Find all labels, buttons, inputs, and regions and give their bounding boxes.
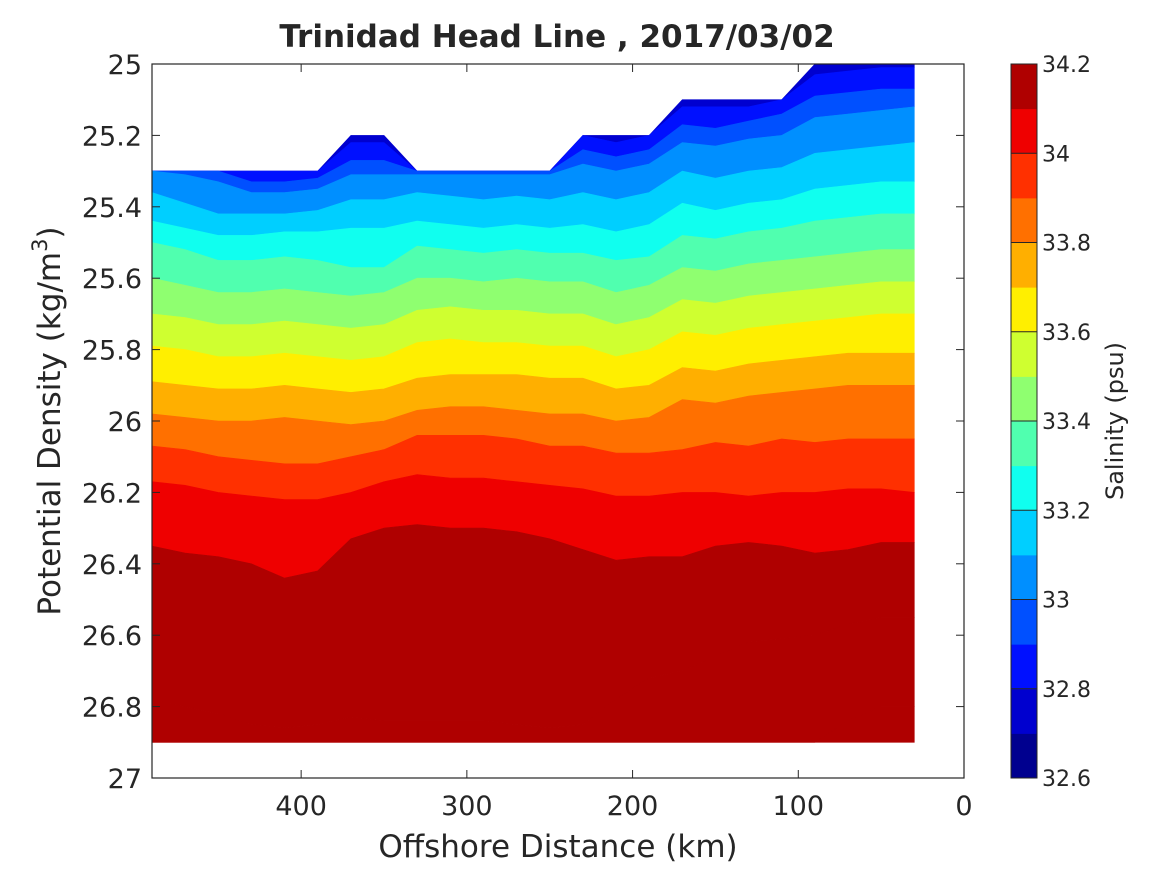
- y-axis-label-close: ): [32, 226, 68, 238]
- colorbar-segment: [1011, 599, 1037, 645]
- colorbar-tick-label: 33.4: [1042, 410, 1091, 435]
- colorbar-segment: [1011, 108, 1037, 154]
- y-tick-label: 26.4: [82, 550, 142, 581]
- colorbar-tick-label: 33.8: [1042, 232, 1091, 257]
- colorbar-tick-label: 32.6: [1042, 767, 1091, 792]
- colorbar-segment: [1011, 733, 1037, 779]
- colorbar-segment: [1011, 197, 1037, 243]
- y-tick-label: 25.2: [82, 121, 142, 152]
- y-tick-label: 27: [108, 764, 142, 795]
- y-tick-label: 25: [108, 50, 142, 81]
- y-tick-label: 26.6: [82, 621, 142, 652]
- colorbar-segment: [1011, 64, 1037, 110]
- colorbar-ticks: 32.6 32.8 33 33.2 33.4 33.6 33.8 34 34.2: [1011, 53, 1091, 792]
- x-tick-label: 400: [275, 791, 327, 822]
- y-tick-label: 25.6: [82, 264, 142, 295]
- colorbar-tick-label: 34.2: [1042, 53, 1091, 78]
- x-axis-label: Offshore Distance (km): [378, 829, 737, 865]
- y-axis-label: Potential Density (kg/m3): [28, 226, 68, 615]
- colorbar-segment: [1011, 421, 1037, 467]
- y-axis: 25 25.2 25.4 25.6 25.8 26 26.2 26.4 26.6 26.8 27: [82, 50, 964, 795]
- colorbar: [1011, 64, 1037, 779]
- colorbar-segment: [1011, 510, 1037, 556]
- colorbar-label: Salinity (psu): [1101, 342, 1129, 500]
- y-axis-label-superscript: 3: [28, 238, 52, 251]
- colorbar-tick-label: 33.2: [1042, 499, 1091, 524]
- colorbar-tick-label: 33.6: [1042, 321, 1091, 346]
- x-axis: 400 300 200 100 0: [275, 64, 973, 822]
- y-axis-label-main: Potential Density (kg/m: [32, 252, 68, 616]
- colorbar-segment: [1011, 287, 1037, 333]
- colorbar-tick-label: 34: [1042, 142, 1070, 167]
- x-tick-label: 100: [773, 791, 825, 822]
- colorbar-segment: [1011, 153, 1037, 199]
- colorbar-tick-label: 32.8: [1042, 678, 1091, 703]
- colorbar-segment: [1011, 331, 1037, 377]
- y-tick-label: 26: [108, 407, 142, 438]
- colorbar-segment: [1011, 465, 1037, 511]
- colorbar-tick-label: 33: [1042, 589, 1070, 614]
- colorbar-segment: [1011, 688, 1037, 734]
- y-tick-label: 25.4: [82, 193, 142, 224]
- chart-title: Trinidad Head Line , 2017/03/02: [279, 19, 834, 55]
- x-tick-label: 0: [955, 791, 972, 822]
- contour-band-bottom: [152, 706, 915, 743]
- colorbar-segment: [1011, 376, 1037, 422]
- x-tick-label: 300: [441, 791, 493, 822]
- y-tick-label: 26.2: [82, 478, 142, 509]
- contour-fill-group: [151, 63, 915, 743]
- colorbar-segment: [1011, 644, 1037, 690]
- colorbar-segment: [1011, 554, 1037, 600]
- x-tick-label: 200: [607, 791, 659, 822]
- y-tick-label: 25.8: [82, 336, 142, 367]
- colorbar-segment: [1011, 242, 1037, 288]
- y-tick-label: 26.8: [82, 693, 142, 724]
